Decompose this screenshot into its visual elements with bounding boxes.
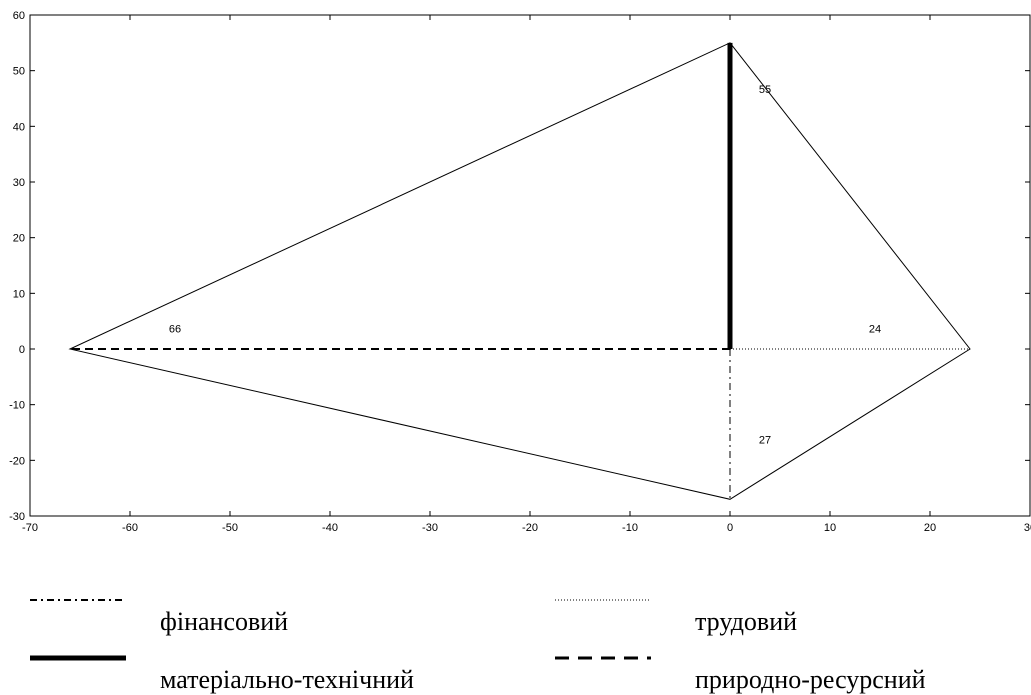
legend-label: природно-ресурсний — [695, 665, 926, 694]
legend-label: фінансовий — [160, 607, 288, 636]
y-tick-label: 50 — [13, 66, 25, 78]
x-tick-label: 10 — [824, 522, 836, 534]
value-label: 27 — [759, 435, 771, 447]
x-tick-label: -20 — [522, 522, 538, 534]
y-tick-label: 40 — [13, 121, 25, 133]
x-tick-label: -60 — [122, 522, 138, 534]
legend-label: матеріально-технічний — [160, 665, 414, 694]
y-tick-label: 10 — [13, 288, 25, 300]
x-tick-label: -30 — [422, 522, 438, 534]
y-tick-label: -10 — [9, 400, 25, 412]
value-label: 66 — [169, 323, 181, 335]
y-tick-label: -30 — [9, 511, 25, 523]
plot-area — [29, 14, 1031, 517]
y-tick-label: 20 — [13, 233, 25, 245]
y-tick-label: 0 — [19, 344, 25, 356]
x-tick-label: -10 — [622, 522, 638, 534]
x-tick-label: 30 — [1024, 522, 1031, 534]
x-tick-label: -50 — [222, 522, 238, 534]
x-tick-label: 20 — [924, 522, 936, 534]
outline — [68, 42, 971, 500]
legend-label: трудовий — [695, 607, 797, 636]
y-tick-label: 60 — [13, 10, 25, 22]
y-tick-label: 30 — [13, 177, 25, 189]
x-tick-label: -40 — [322, 522, 338, 534]
x-tick-label: 0 — [727, 522, 733, 534]
value-label: 24 — [869, 323, 881, 335]
value-label: 55 — [759, 84, 771, 96]
x-tick-label: -70 — [22, 522, 38, 534]
y-tick-label: -20 — [9, 455, 25, 467]
